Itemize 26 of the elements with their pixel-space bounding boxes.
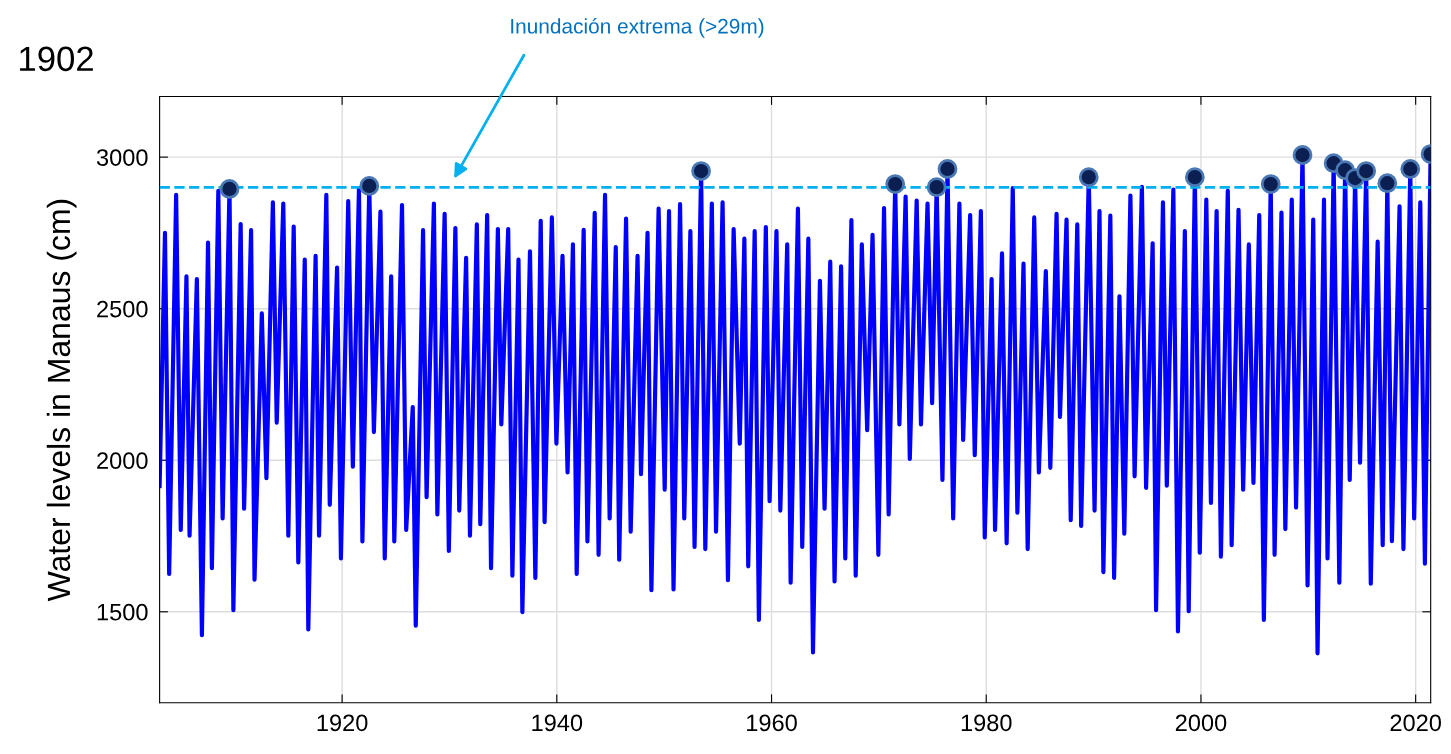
point [1260, 174, 1281, 194]
point [219, 179, 240, 199]
y-tick-label: 1500 [97, 603, 148, 621]
x-tick-label: 1920 [317, 714, 368, 732]
point [1292, 145, 1313, 165]
chart-title: 1902 [20, 46, 93, 72]
point [937, 159, 958, 179]
point [1400, 159, 1421, 179]
y-tick-label: 2000 [97, 452, 148, 470]
point [885, 174, 906, 194]
x-tick-label: 1960 [747, 714, 797, 732]
point [359, 176, 380, 196]
x-tick-label: 1980 [961, 714, 1012, 732]
y-tick-label: 2500 [97, 300, 148, 318]
point [1377, 173, 1398, 194]
point [1078, 167, 1099, 188]
point [926, 177, 947, 198]
y-axis-title: Water levels in Manaus (cm) [46, 199, 77, 602]
text: Inundación extrema (>29m) [511, 18, 764, 38]
point [691, 161, 711, 181]
point [1356, 161, 1377, 181]
x-tick-label: 2000 [1175, 714, 1227, 732]
y-tick-label: 3000 [96, 149, 148, 166]
point [1184, 167, 1205, 188]
x-tick-label: 1940 [532, 714, 583, 732]
x-tick-label: 2020 [1390, 714, 1441, 732]
